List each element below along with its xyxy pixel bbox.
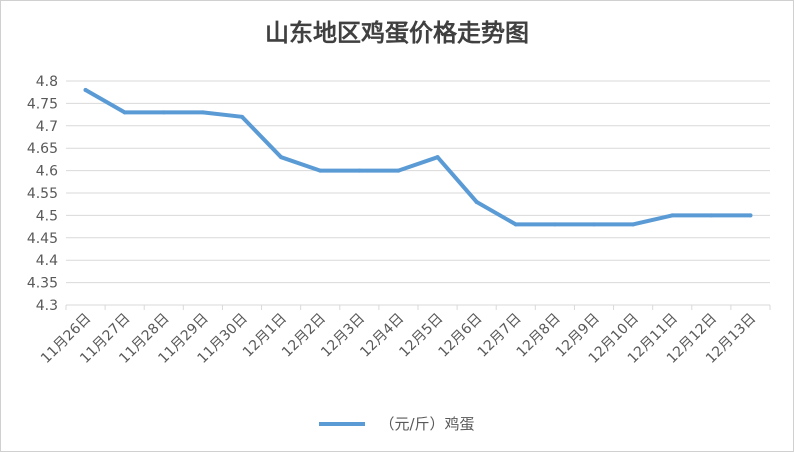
data-point	[161, 110, 166, 115]
y-tick-label: 4.6	[36, 164, 58, 180]
data-point	[474, 199, 479, 204]
data-point	[513, 222, 518, 227]
legend-label: （元/斤）鸡蛋	[379, 415, 475, 433]
data-point	[670, 213, 675, 218]
data-point	[709, 213, 714, 218]
data-point	[83, 87, 88, 92]
data-point	[396, 168, 401, 173]
data-point	[240, 114, 244, 119]
data-point	[748, 213, 753, 218]
data-point	[631, 222, 636, 227]
data-point	[122, 110, 127, 115]
y-tick-label: 4.75	[27, 96, 58, 112]
series-line	[83, 88, 753, 227]
y-tick-label: 4.5	[36, 208, 58, 224]
y-tick-label: 4.3	[36, 298, 58, 314]
data-point	[592, 222, 596, 227]
legend: （元/斤）鸡蛋	[1, 413, 793, 434]
legend-swatch	[319, 421, 366, 426]
line-chart-plot: 4.34.354.44.454.54.554.64.654.74.754.811…	[27, 74, 771, 367]
data-point	[357, 168, 362, 173]
chart-title: 山东地区鸡蛋价格走势图	[265, 19, 529, 47]
y-tick-label: 4.7	[36, 119, 58, 135]
y-tick-label: 4.8	[36, 74, 58, 90]
y-tick-label: 4.4	[36, 253, 58, 269]
data-point	[200, 110, 205, 115]
y-tick-label: 4.65	[27, 141, 58, 157]
y-tick-label: 4.55	[27, 186, 58, 202]
data-point	[279, 155, 284, 160]
y-tick-label: 4.45	[27, 231, 58, 247]
data-point	[552, 222, 557, 227]
data-point	[435, 155, 440, 160]
data-point	[318, 168, 323, 173]
y-tick-label: 4.35	[27, 276, 58, 292]
